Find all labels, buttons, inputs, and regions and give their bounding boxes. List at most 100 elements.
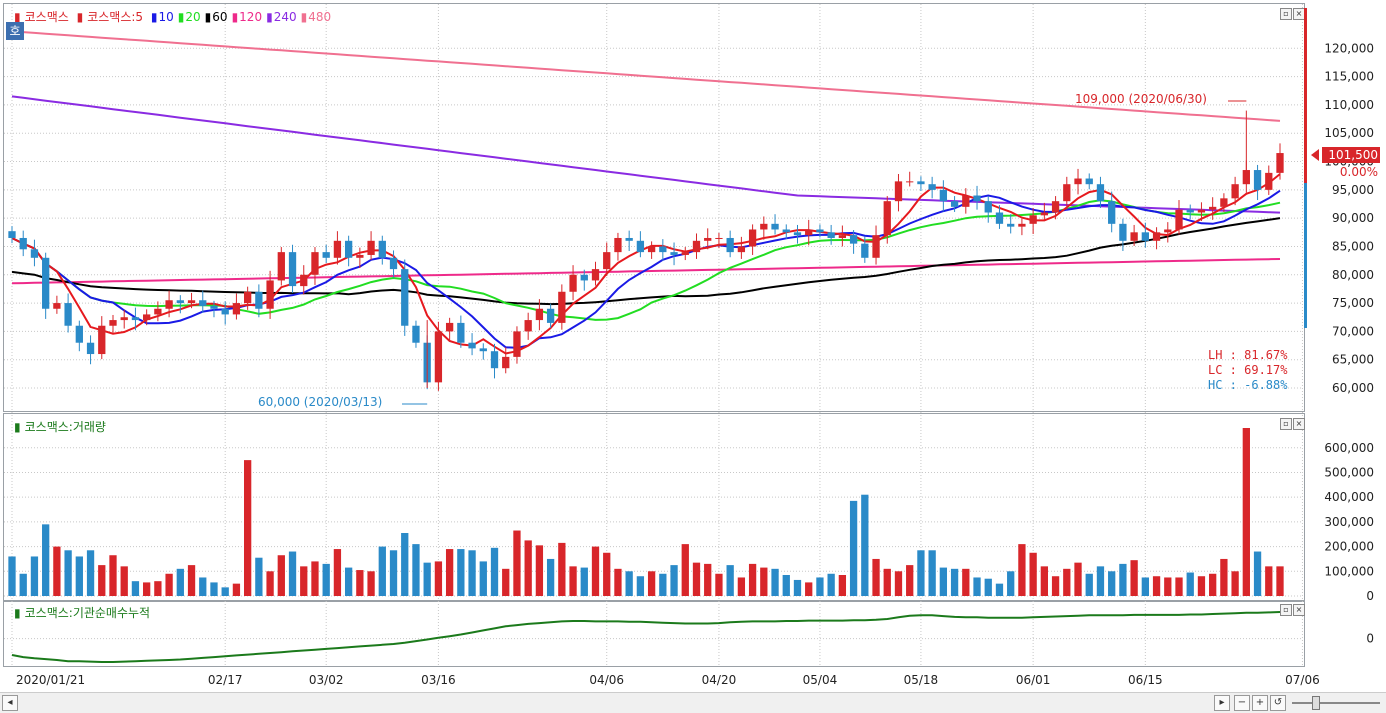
candle-body bbox=[64, 303, 72, 326]
candle-body bbox=[894, 181, 903, 202]
volume-bar bbox=[1152, 576, 1161, 596]
candle-body bbox=[805, 229, 813, 236]
price-panel-maximize-icon[interactable]: ▫ bbox=[1280, 8, 1292, 20]
price-panel-close-icon[interactable]: × bbox=[1293, 8, 1305, 20]
candle-body bbox=[569, 274, 577, 292]
volume-bar bbox=[1209, 573, 1217, 596]
candle-body bbox=[737, 246, 746, 253]
volume-bar bbox=[445, 549, 454, 596]
candle-body bbox=[143, 314, 151, 321]
candle-body bbox=[748, 229, 757, 247]
price-tick-label: 90,000 bbox=[1332, 211, 1374, 225]
candle-body bbox=[872, 235, 880, 258]
x-tick-label: 03/16 bbox=[421, 673, 456, 687]
volume-bar bbox=[1040, 566, 1049, 596]
candle-body bbox=[1096, 184, 1105, 202]
candle-body bbox=[939, 189, 948, 202]
inst-tick-label: 0 bbox=[1366, 632, 1374, 646]
volume-bar bbox=[917, 550, 925, 596]
volume-bar bbox=[1029, 552, 1037, 596]
volume-bar bbox=[647, 571, 656, 596]
volume-bar bbox=[131, 581, 140, 596]
candle-body bbox=[322, 252, 330, 258]
candle-body bbox=[625, 237, 633, 241]
reset-view-icon[interactable]: ↺ bbox=[1270, 695, 1286, 711]
ma5-line bbox=[11, 173, 1281, 355]
zoom-slider-thumb[interactable] bbox=[1312, 696, 1320, 710]
legend-marker-volume: ▮ bbox=[14, 420, 21, 434]
candle-body bbox=[1164, 229, 1172, 233]
lc-stat: LC : 69.17% bbox=[1208, 363, 1288, 377]
volume-bar bbox=[356, 570, 364, 596]
chart-svg: 120,000 115,000 110,000 105,000 100,000 95,00… bbox=[4, 4, 1374, 687]
volume-bar bbox=[98, 565, 106, 596]
volume-bar bbox=[221, 587, 229, 596]
volume-bar bbox=[513, 530, 521, 596]
volume-bar bbox=[1186, 572, 1194, 596]
ma10-line bbox=[11, 189, 1281, 349]
volume-bar bbox=[1063, 568, 1071, 596]
volume-bar bbox=[109, 555, 117, 596]
candle-body bbox=[457, 322, 465, 343]
inst-panel-close-icon[interactable]: × bbox=[1293, 604, 1305, 616]
candle-body bbox=[1141, 232, 1149, 241]
candle-body bbox=[1265, 172, 1273, 190]
legend-ma-marker: ▮ bbox=[266, 10, 273, 24]
current-price-tag: 101,500 bbox=[1322, 147, 1380, 163]
volume-bar bbox=[625, 571, 633, 596]
candle-body bbox=[187, 300, 196, 304]
candle-body bbox=[524, 320, 532, 332]
volume-bar bbox=[300, 566, 308, 596]
scroll-left-icon[interactable]: ◂ bbox=[2, 695, 18, 711]
volume-bar bbox=[760, 567, 768, 596]
volume-bar bbox=[580, 567, 588, 596]
candle-body bbox=[995, 212, 1004, 224]
price-panel bbox=[3, 3, 1305, 412]
zoom-in-icon[interactable]: + bbox=[1252, 695, 1268, 711]
legend-marker-stock: ▮ bbox=[14, 10, 21, 24]
candle-body bbox=[1018, 223, 1026, 227]
volume-bar bbox=[490, 547, 499, 596]
candle-body bbox=[1040, 212, 1049, 216]
candle-body bbox=[1063, 184, 1071, 202]
candle-body bbox=[333, 240, 342, 258]
candle-body bbox=[1197, 209, 1206, 213]
volume-bar bbox=[748, 563, 757, 596]
scroll-right-icon[interactable]: ▸ bbox=[1214, 695, 1230, 711]
low-annotation: 60,000 (2020/03/13) bbox=[258, 395, 383, 409]
candle-body bbox=[692, 240, 701, 253]
candle-body bbox=[490, 351, 499, 369]
candle-body bbox=[367, 240, 375, 255]
volume-bar bbox=[19, 573, 27, 596]
zoom-slider[interactable] bbox=[1292, 702, 1380, 704]
inst-legend: ▮ 코스맥스:기관순매수누적 bbox=[14, 604, 154, 621]
side-label[interactable]: 호 bbox=[6, 22, 24, 40]
candle-body bbox=[636, 240, 645, 253]
volume-bar bbox=[535, 545, 544, 596]
volume-bar bbox=[423, 562, 431, 596]
x-tick-label: 07/06 bbox=[1285, 673, 1320, 687]
candle-body bbox=[883, 201, 891, 236]
volume-bar bbox=[367, 571, 375, 596]
legend-ma-marker: ▮ bbox=[177, 10, 185, 24]
volume-bar bbox=[30, 556, 39, 596]
x-tick-label: 05/18 bbox=[904, 673, 939, 687]
volume-bar bbox=[1051, 576, 1060, 596]
candle-body bbox=[232, 303, 241, 315]
candle-body bbox=[109, 320, 117, 326]
zoom-out-icon[interactable]: − bbox=[1234, 695, 1250, 711]
x-tick-label: 04/06 bbox=[589, 673, 624, 687]
volume-bar bbox=[434, 561, 443, 596]
ma120-line bbox=[11, 258, 1281, 285]
volume-bar bbox=[692, 562, 701, 596]
horizontal-scrollbar[interactable]: ◂ ▸ − + ↺ bbox=[0, 692, 1386, 713]
volume-bar bbox=[1130, 560, 1138, 596]
volume-bar bbox=[1231, 571, 1239, 596]
inst-panel-maximize-icon[interactable]: ▫ bbox=[1280, 604, 1292, 616]
volume-bar bbox=[558, 542, 566, 596]
candle-body bbox=[445, 322, 454, 332]
volume-panel-maximize-icon[interactable]: ▫ bbox=[1280, 418, 1292, 430]
volume-panel-close-icon[interactable]: × bbox=[1293, 418, 1305, 430]
price-tick-label: 65,000 bbox=[1332, 353, 1374, 367]
candle-body bbox=[154, 308, 162, 315]
